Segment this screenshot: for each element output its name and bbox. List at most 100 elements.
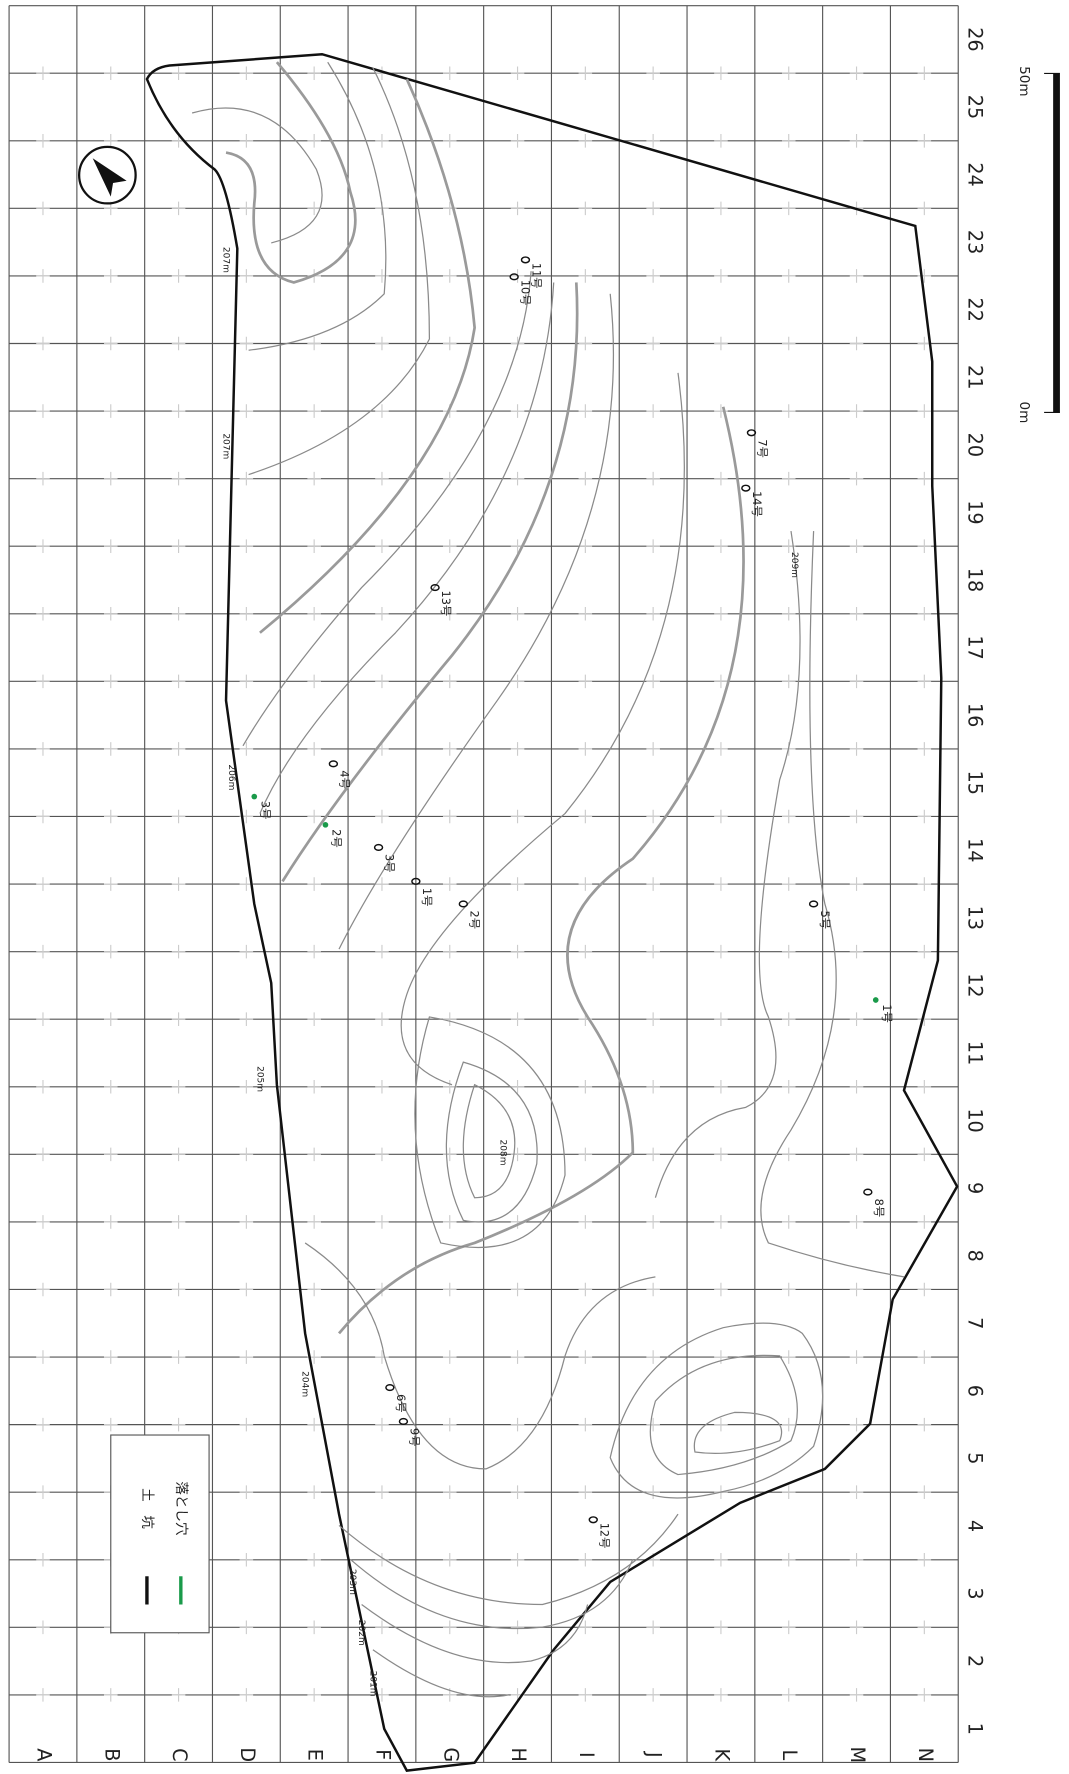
site-boundary [145,52,959,1772]
grid-cross [714,1417,728,1432]
row-label: 20 [964,433,987,457]
grid-cross [578,134,593,148]
grid-cross [781,404,796,418]
pit-label: 7号 [756,439,769,457]
grid-cross [103,742,118,756]
grid-cross [36,1350,50,1364]
contour [760,531,905,1278]
grid-cross [171,1688,186,1702]
grid-cross [646,944,660,959]
grid-cross [646,1147,660,1162]
grid-cross [917,742,932,756]
grid-cross [442,742,457,756]
grid-cross [849,1485,864,1499]
grid-cross [781,66,796,80]
grid-cross [36,1620,50,1635]
row-label: 21 [964,365,987,389]
grid-cross [510,471,525,486]
grid-cross [442,1620,457,1635]
grid-cross [307,1552,321,1567]
grid-cross [36,1079,50,1094]
grid-cross [375,404,389,418]
scale-bar-body [1053,73,1060,413]
grid-cross [239,66,254,80]
grid-cross [578,607,593,621]
legend: 土 坑 落とし穴 [110,1434,210,1634]
pit-label: 10号 [518,280,531,306]
grid-cross [510,1417,525,1432]
grid-cross [171,1215,186,1229]
grid-cross [375,1079,389,1094]
grid-cross [375,1012,389,1026]
grid-cross [239,539,254,553]
grid-cross [103,66,118,80]
grid-cross [171,471,186,486]
contour-label: 206m [226,764,236,790]
column-label: F [371,1749,394,1760]
column-label: J [643,1751,666,1758]
grid-cross [103,471,118,486]
grid-cross [646,1688,660,1702]
grid-cross [917,674,932,689]
row-label: 14 [964,838,987,862]
grid-cross [646,674,660,689]
pit-label: 12号 [597,1523,610,1549]
row-label: 1 [964,1723,987,1735]
north-circle [78,145,137,205]
grid-cross [171,66,186,80]
grid-cross [171,336,186,351]
grid-cross [103,1282,118,1297]
pit [588,1516,598,1524]
grid-cross [103,1417,118,1432]
contour [445,1061,538,1223]
row-label: 4 [964,1520,987,1532]
contour [338,293,615,950]
grid-cross [646,1079,660,1094]
legend-label: 落とし穴 [173,1481,189,1536]
row-label: 19 [964,500,987,524]
grid-cross [714,1147,728,1162]
column-label: A [32,1748,55,1761]
contour [248,61,387,351]
grid-cross [375,471,389,486]
contour [304,1242,656,1470]
grid-cross [36,877,50,891]
scale-label: 0m [1016,402,1032,424]
contour [462,1083,516,1199]
pit [863,1188,873,1196]
grid-cross [307,1012,321,1026]
grid-cross [781,1620,796,1635]
row-label: 22 [964,298,987,322]
row-label: 17 [964,635,987,659]
grid-cross [714,1688,728,1702]
pitfall [322,822,329,828]
grid-cross [646,336,660,351]
grid-cross [849,1147,864,1162]
pit-label: 11号 [530,263,543,289]
grid-cross [849,1552,864,1567]
grid-cross [442,607,457,621]
grid-cross [375,1485,389,1499]
grid-cross [307,134,321,148]
row-label: 11 [964,1041,987,1065]
grid-cross [646,1485,660,1499]
grid-cross [781,201,796,216]
contour [281,282,579,883]
grid-cross [578,66,593,80]
grid-cross [781,1350,796,1364]
grid-cross [375,809,389,824]
grid-cross [171,269,186,283]
grid-cross [171,809,186,824]
grid-cross [442,1485,457,1499]
row-label: 5 [964,1452,987,1464]
grid-cross [849,404,864,418]
grid-cross [917,269,932,283]
grid-cross [510,809,525,824]
contour [361,1604,589,1664]
grid-cross [442,809,457,824]
row-label: 24 [964,162,987,186]
grid-cross [714,674,728,689]
grid-cross [307,877,321,891]
grid-cross [442,1079,457,1094]
grid-cross [375,539,389,553]
